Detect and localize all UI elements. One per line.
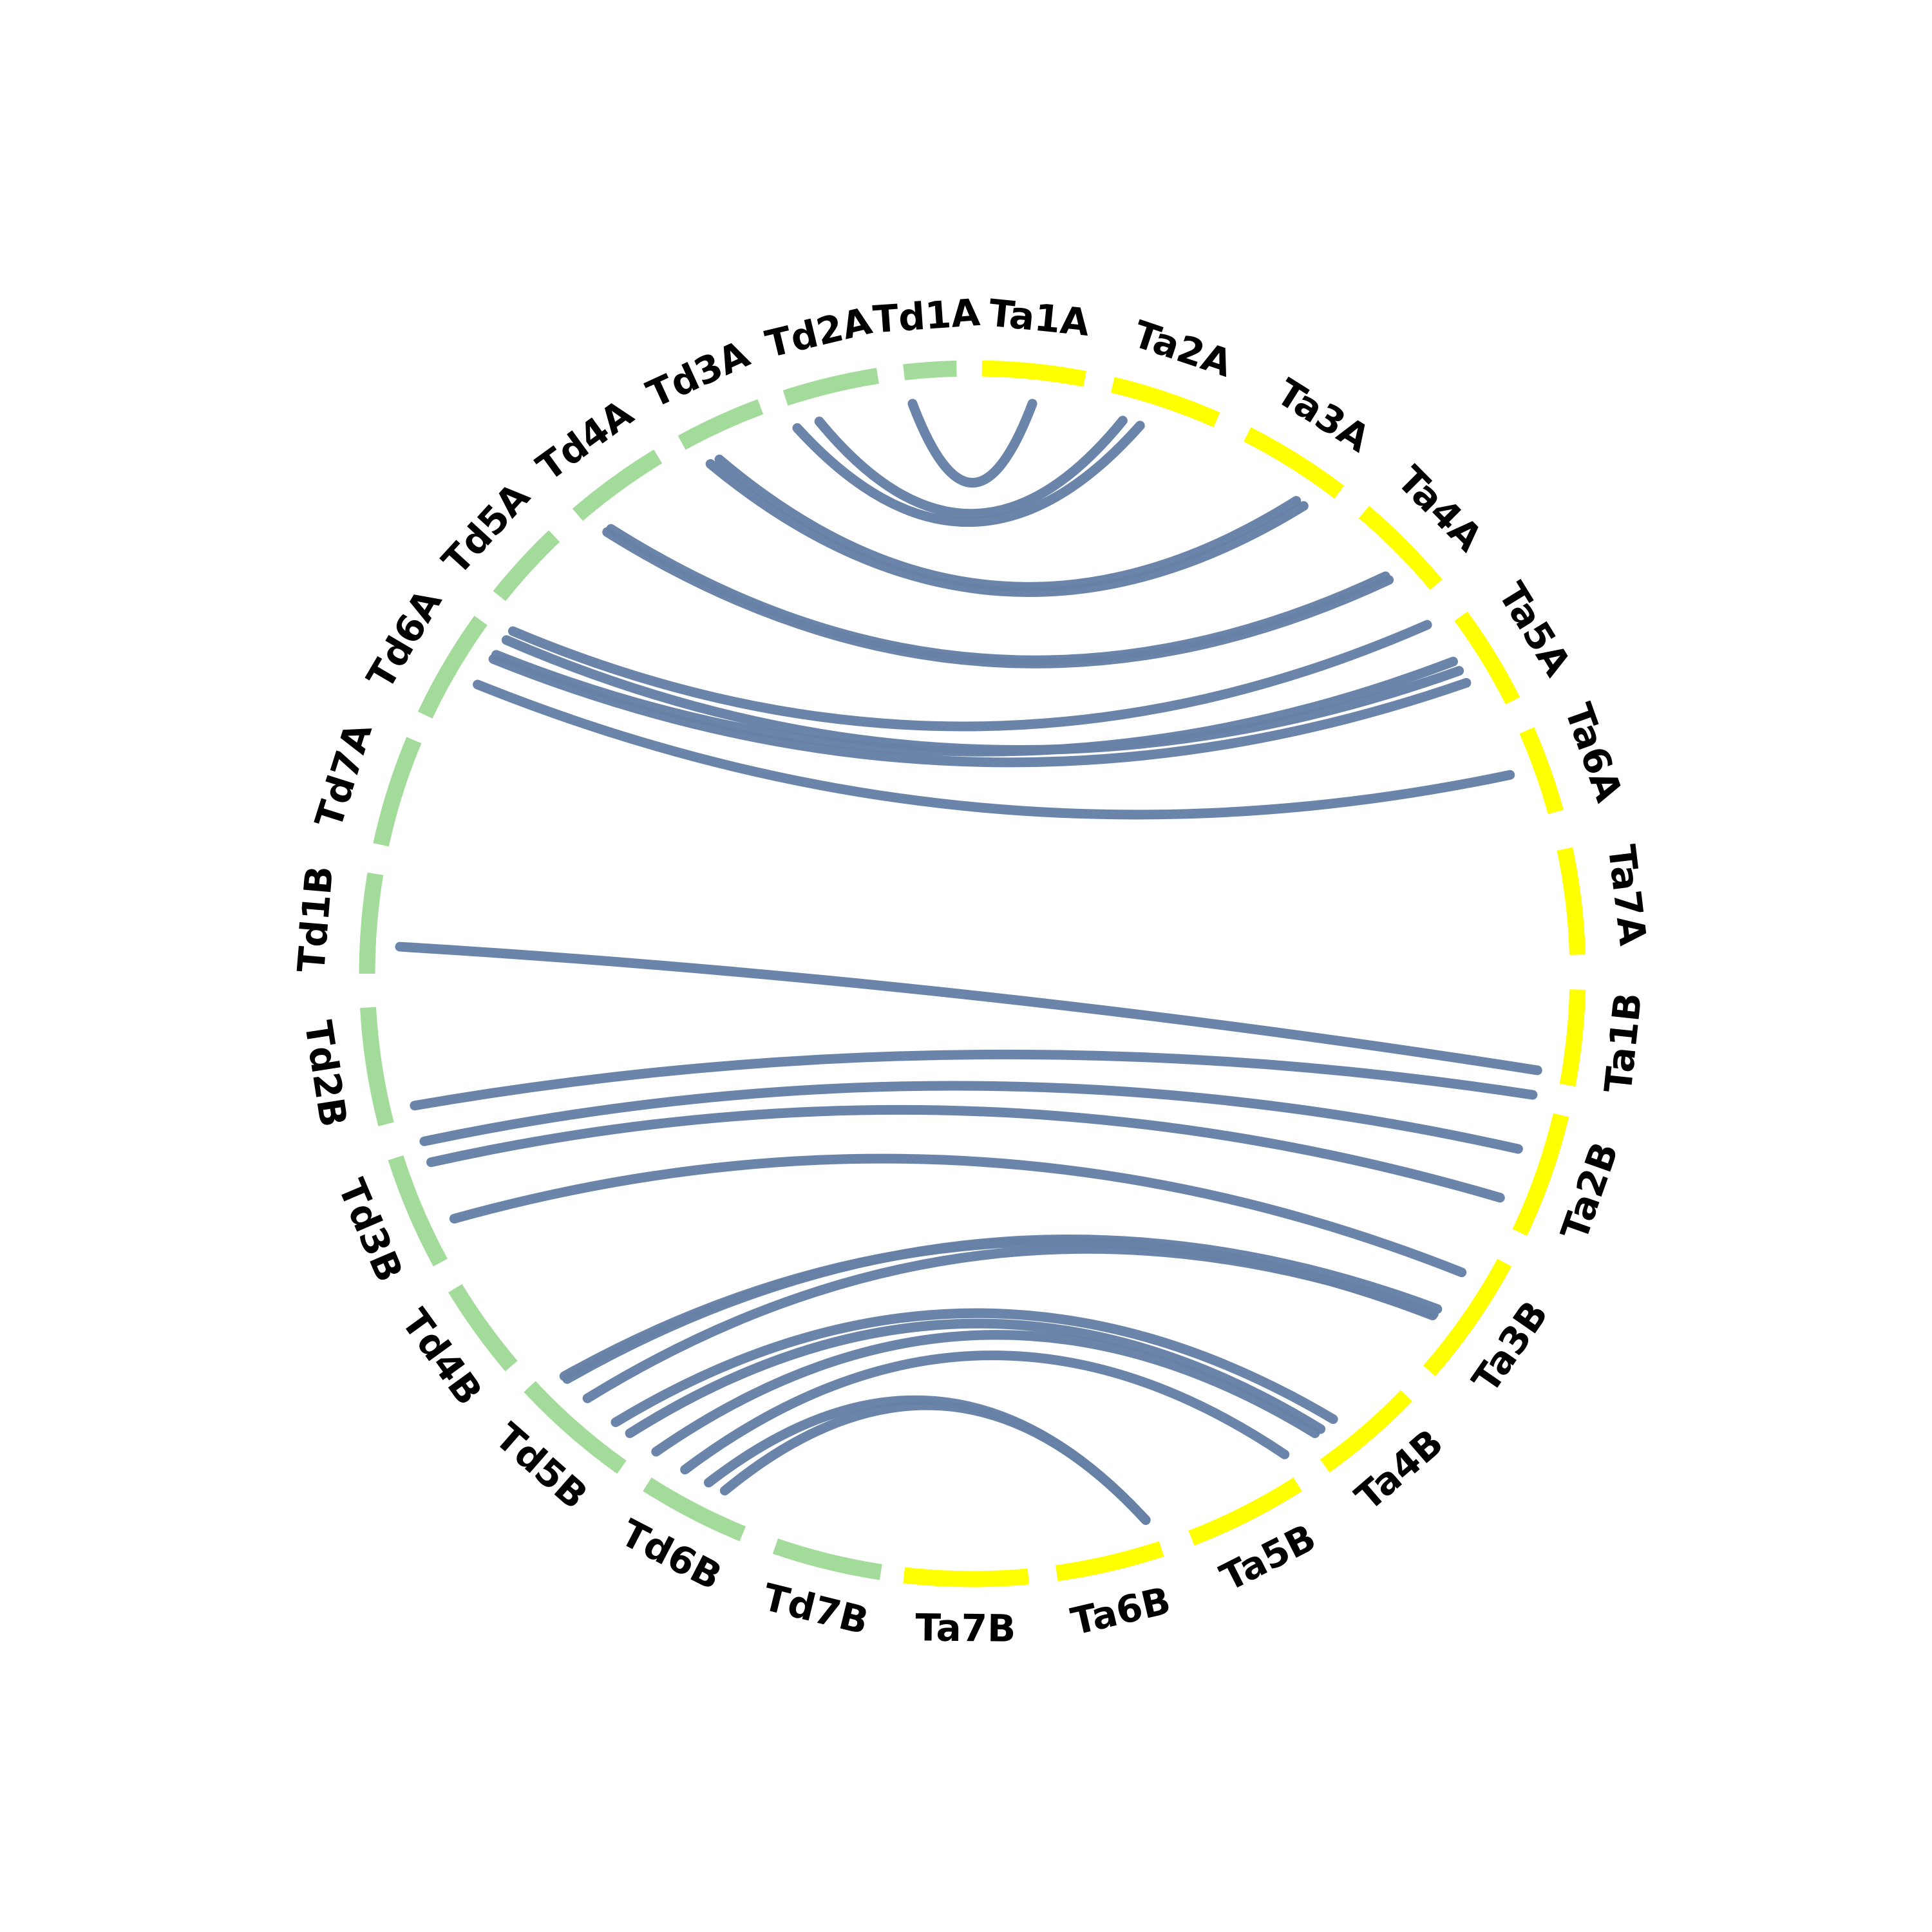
chromosome-label-td2a: Td2A	[761, 299, 876, 366]
chromosome-label-td2b: Td2B	[296, 1018, 356, 1130]
chromosome-label-ta2a: Ta2A	[1128, 312, 1238, 385]
synteny-link	[582, 1244, 1439, 1403]
chromosome-label-ta6a: Ta6A	[1556, 697, 1631, 807]
chromosome-label-ta1a: Ta1A	[987, 291, 1092, 345]
chromosome-arc-td4a	[572, 450, 663, 521]
synteny-link	[449, 1153, 1467, 1278]
chromosome-label-ta1b: Ta1B	[1596, 990, 1650, 1095]
chromosome-arc-ta7a	[1557, 847, 1586, 955]
chromosome-arc-ta1b	[1559, 989, 1586, 1087]
synteny-link	[419, 1081, 1523, 1154]
chromosome-arc-td3b	[388, 1155, 448, 1267]
chromosome-arc-ta6a	[1519, 727, 1564, 815]
chromosome-label-ta7a: Ta7A	[1599, 842, 1654, 948]
chromosome-arc-ta6b	[1056, 1541, 1164, 1582]
synteny-link	[507, 620, 1432, 732]
chromosome-arc-ta5a	[1454, 611, 1520, 705]
chromosome-label-td7b: Td7B	[759, 1575, 873, 1643]
chromosome-label-ta2b: Ta2B	[1552, 1137, 1627, 1246]
chromosome-arc-td4b	[448, 1283, 518, 1372]
chromosome-arc-ta4a	[1358, 506, 1443, 590]
chromosome-arc-ta3a	[1244, 427, 1345, 499]
chromosome-arc-td1a	[903, 360, 957, 381]
chromosome-label-td1b: Td1B	[289, 864, 341, 974]
chromosome-label-td7a: Td7A	[307, 717, 381, 833]
synteny-link	[611, 1308, 1338, 1428]
chromosome-arc-td2a	[782, 368, 879, 406]
chromosome-arc-ta5b	[1188, 1477, 1302, 1546]
chromosome-arc-td5a	[493, 530, 560, 601]
synteny-link	[602, 527, 1394, 668]
chromosome-arc-td1b	[359, 872, 384, 974]
synteny-link	[714, 454, 1302, 592]
chromosome-arc-ta7b	[903, 1567, 1029, 1587]
synteny-link	[491, 650, 1458, 757]
synteny-link	[680, 1350, 1290, 1475]
chromosome-label-td1a: Td1A	[871, 290, 981, 341]
chromosome-arc-td3a	[677, 399, 764, 450]
labels-layer: Ta1A Ta2ATa3ATa4ATa5ATa6ATa7ATa1BTa2BTa3B…	[289, 290, 1655, 1651]
chromosome-arc-td7a	[373, 737, 422, 847]
synteny-link	[625, 1318, 1326, 1439]
synteny-link	[488, 654, 1472, 768]
chromosome-arc-ta3b	[1423, 1258, 1512, 1376]
synteny-link	[395, 942, 1542, 1075]
synteny-link	[410, 1049, 1538, 1111]
chromosome-arc-ta4b	[1320, 1390, 1412, 1473]
chromosome-arc-td7b	[772, 1538, 882, 1580]
synteny-link	[651, 1330, 1320, 1457]
chromosome-label-ta6b: Ta6B	[1067, 1578, 1175, 1644]
chromosome-arc-td6b	[643, 1477, 746, 1542]
synteny-link	[792, 421, 1145, 527]
synteny-link	[705, 459, 1309, 597]
chromosome-arc-td2b	[359, 1007, 394, 1126]
chromosome-arc-ta1a	[981, 360, 1086, 387]
ideogram-layer	[359, 360, 1586, 1587]
links-layer	[395, 399, 1542, 1525]
chromosome-arc-td5b	[524, 1381, 627, 1474]
chromosome-label-ta7b: Ta7B	[915, 1605, 1016, 1651]
chromosome-label-td3a: Td3A	[640, 332, 756, 416]
chromosome-arc-ta2b	[1512, 1113, 1569, 1236]
synteny-link	[426, 1104, 1505, 1203]
chromosome-arc-td6a	[417, 616, 488, 719]
synteny-link	[814, 415, 1128, 519]
synteny-link	[473, 679, 1515, 820]
synteny-link	[907, 399, 1037, 488]
synteny-link	[719, 1400, 1151, 1525]
chromosome-arc-ta2a	[1110, 377, 1220, 428]
